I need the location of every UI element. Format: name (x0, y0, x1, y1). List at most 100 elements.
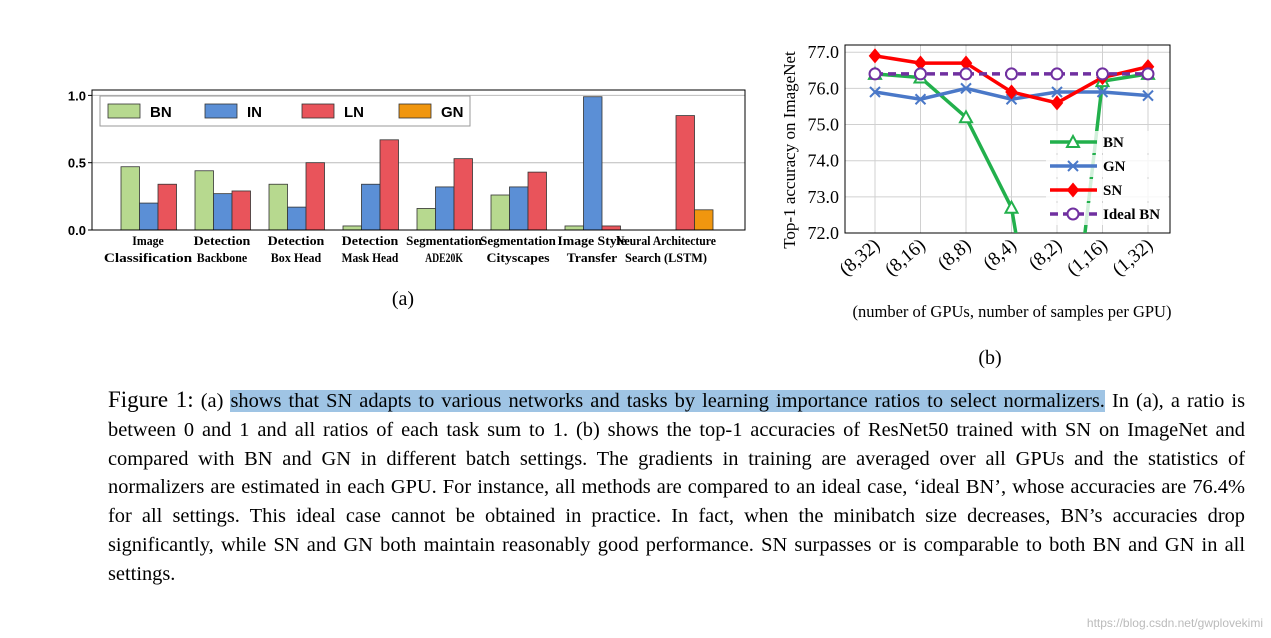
x-tick-label: (1,16) (1063, 235, 1112, 281)
caption-text: In (a), a ratio is between 0 and 1 and a… (108, 390, 1246, 585)
x-tick-label: Mask Head (342, 251, 399, 265)
bar (564, 225, 584, 231)
legend-swatch (398, 103, 432, 119)
x-tick-label: Box Head (271, 251, 321, 265)
marker (1050, 67, 1064, 81)
x-tick-label: (8,8) (934, 235, 975, 274)
x-tick-label: Detection (342, 234, 399, 248)
plot-frame (844, 44, 1171, 234)
sublabel: (a) (392, 288, 414, 310)
bar (601, 225, 621, 231)
marker (868, 67, 882, 81)
x-tick-label: Segmentation (406, 234, 482, 248)
bar (268, 183, 288, 231)
x-tick-label: Backbone (197, 251, 248, 265)
y-tick-label: 0.0 (68, 223, 86, 238)
x-tick-label: Image Style (557, 234, 627, 248)
legend-label: BN (150, 104, 172, 121)
bar (157, 183, 177, 231)
bar (139, 202, 159, 231)
marker (914, 55, 927, 71)
marker (869, 86, 881, 98)
y-tick-label: 0.5 (68, 156, 86, 171)
bar (287, 206, 307, 231)
marker (1065, 133, 1081, 148)
marker (960, 82, 972, 95)
marker (1096, 86, 1109, 98)
sublabel: (b) (978, 347, 1001, 369)
y-tick-label: 72.0 (808, 223, 840, 243)
watermark: https://blog.csdn.net/gwplovekimi (1086, 616, 1263, 630)
y-axis-label: Top-1 accuracy on ImageNet (780, 51, 799, 249)
y-tick-label: 1.0 (68, 88, 86, 103)
x-tick-label: Search (LSTM) (625, 251, 707, 265)
marker (1051, 86, 1063, 98)
y-tick-label: 73.0 (808, 187, 840, 207)
legend-swatch (301, 103, 335, 119)
x-tick-label: (1,32) (1109, 235, 1158, 281)
x-tick-label: Transfer (567, 251, 618, 265)
marker (1005, 84, 1018, 100)
bar (583, 96, 603, 231)
legend-bg (1046, 179, 1168, 201)
series-group (867, 48, 1156, 233)
caption-prefix: (a) (200, 390, 224, 412)
marker (1067, 160, 1079, 172)
legend-label: Ideal BN (1103, 207, 1160, 223)
y-tick-label: 77.0 (808, 42, 840, 62)
legend-label: GN (441, 104, 464, 121)
x-axis-label: (number of GPUs, number of samples per G… (853, 302, 1172, 321)
marker (914, 93, 927, 105)
bar (416, 208, 436, 231)
legend-label: SN (1103, 183, 1122, 199)
legend-label: LN (344, 104, 364, 121)
bar (527, 171, 547, 231)
marker (1005, 67, 1018, 81)
bar (435, 186, 455, 231)
marker (914, 67, 927, 81)
bar (213, 193, 233, 231)
marker (1096, 67, 1109, 81)
bar (509, 186, 529, 231)
y-tick-label: 74.0 (808, 151, 840, 171)
legend-swatch (204, 103, 238, 119)
marker (958, 109, 974, 124)
legend-swatch (107, 103, 141, 119)
marker (1003, 199, 1020, 214)
x-tick-label: (8,16) (881, 235, 930, 281)
x-tick-label: Detection (268, 234, 325, 248)
y-tick-label: 75.0 (808, 115, 840, 135)
marker (959, 67, 973, 81)
marker (1141, 67, 1155, 81)
x-tick-label: Neural Architecture (616, 234, 716, 248)
legend-label: GN (1103, 159, 1126, 175)
x-tick-label: (8,2) (1025, 235, 1066, 274)
marker (868, 48, 882, 64)
marker (1050, 95, 1064, 111)
x-tick-label: (8,4) (979, 235, 1020, 274)
caption-highlight: shows that SN adapts to various networks… (230, 390, 1105, 412)
x-tick-label: Classification (104, 251, 192, 265)
x-tick-label: ADE20K (425, 251, 463, 265)
caption-label: Figure 1: (108, 387, 194, 412)
bar (694, 209, 714, 231)
marker (1066, 207, 1080, 221)
marker (1142, 89, 1154, 102)
x-tick-label: Cityscapes (487, 251, 550, 265)
plot-frame (91, 89, 746, 231)
x-tick-label: Image (132, 234, 164, 248)
bar (490, 194, 510, 231)
legend-label: IN (247, 104, 262, 121)
marker (1066, 182, 1080, 198)
y-tick-label: 76.0 (808, 78, 840, 98)
legend-bg (1046, 203, 1168, 225)
bar (231, 190, 251, 231)
bar (342, 225, 362, 231)
bar (675, 115, 695, 231)
bar (379, 139, 399, 231)
legend-label: BN (1103, 135, 1124, 151)
bar (305, 162, 325, 231)
bar (120, 166, 140, 231)
